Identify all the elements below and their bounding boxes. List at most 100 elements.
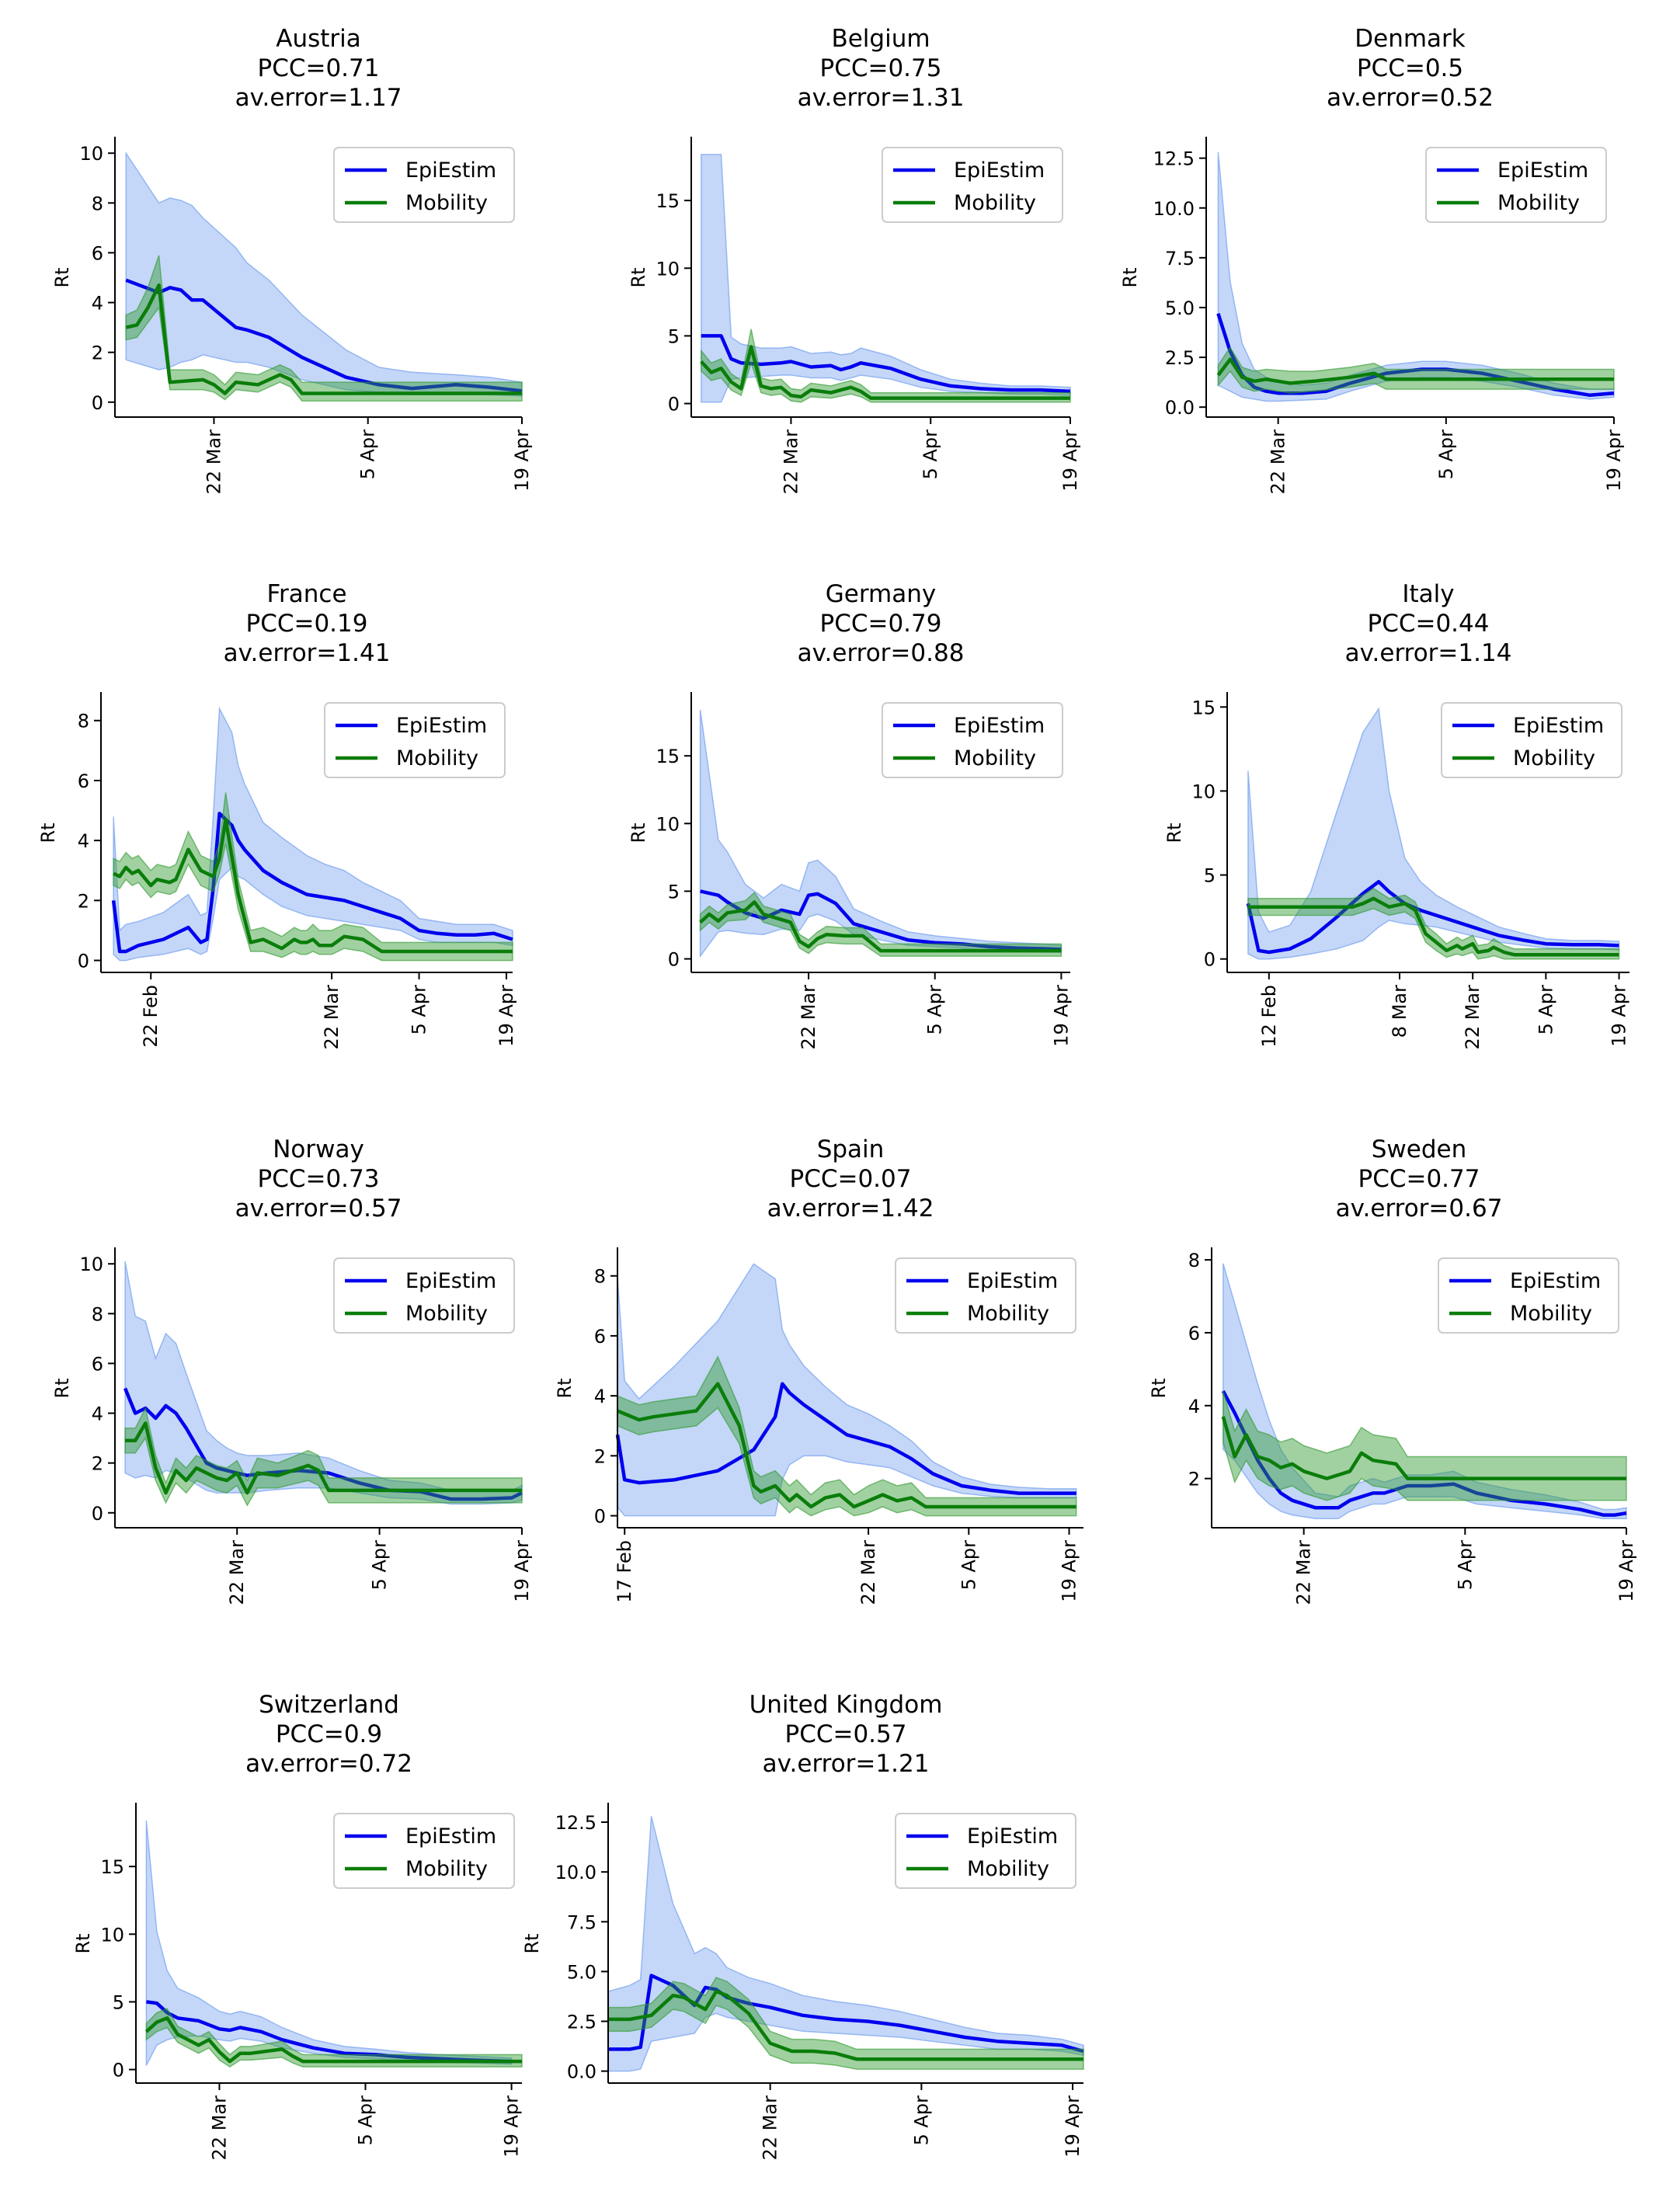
mobility-ci-band bbox=[617, 1355, 1077, 1517]
title-country: Sweden bbox=[1372, 1136, 1467, 1163]
epiestim-line bbox=[701, 334, 1071, 394]
legend-epiestim-label: EpiEstim bbox=[967, 1824, 1058, 1849]
y-axis-label: Rt bbox=[554, 1378, 576, 1398]
x-tick-label: 19 Apr bbox=[1050, 985, 1072, 1047]
y-tick-label: 15 bbox=[656, 746, 680, 767]
y-tick-label: 8 bbox=[78, 711, 89, 732]
x-tick-label: 19 Apr bbox=[511, 430, 533, 492]
x-tick-label: 22 Mar bbox=[1462, 985, 1483, 1050]
x-tick-label: 19 Apr bbox=[1059, 1540, 1080, 1602]
legend-mobility-label: Mobility bbox=[954, 191, 1036, 215]
y-tick-label: 6 bbox=[594, 1326, 606, 1348]
y-tick-label: 0 bbox=[1204, 949, 1216, 971]
legend-epiestim-label: EpiEstim bbox=[405, 1824, 496, 1849]
legend-mobility-label: Mobility bbox=[967, 1302, 1049, 1326]
x-tick-label: 5 Apr bbox=[910, 2095, 932, 2146]
title-country: Italy bbox=[1402, 580, 1454, 608]
x-tick-label: 19 Apr bbox=[501, 2095, 523, 2158]
title-error: av.error=0.88 bbox=[798, 639, 965, 667]
y-tick-label: 15 bbox=[656, 190, 680, 212]
y-tick-label: 15 bbox=[100, 1856, 124, 1878]
mobility-line bbox=[144, 2016, 522, 2064]
y-tick-label: 0 bbox=[594, 1506, 606, 1528]
title-pcc: PCC=0.9 bbox=[276, 1720, 382, 1748]
legend-epiestim-label: EpiEstim bbox=[405, 1269, 496, 1293]
legend-mobility-label: Mobility bbox=[954, 746, 1036, 770]
x-tick-label: 5 Apr bbox=[355, 2095, 377, 2146]
title-country: Denmark bbox=[1355, 25, 1466, 53]
title-pcc: PCC=0.5 bbox=[1357, 54, 1463, 82]
x-tick-label: 22 Mar bbox=[226, 1540, 248, 1605]
legend-mobility-label: Mobility bbox=[1497, 191, 1580, 215]
y-tick-label: 10.0 bbox=[1153, 198, 1195, 220]
mobility-line bbox=[125, 283, 522, 395]
y-tick-label: 5 bbox=[1204, 865, 1216, 887]
y-tick-label: 2 bbox=[594, 1445, 606, 1467]
y-tick-label: 4 bbox=[78, 830, 89, 852]
y-tick-label: 6 bbox=[92, 1353, 103, 1375]
mobility-line bbox=[113, 817, 513, 954]
mobility-ci-band bbox=[113, 792, 513, 962]
x-tick-label: 22 Mar bbox=[1293, 1540, 1315, 1605]
x-tick-label: 19 Apr bbox=[496, 985, 517, 1047]
epiestim-line bbox=[111, 812, 513, 954]
y-tick-label: 6 bbox=[78, 770, 89, 792]
y-tick-label: 0 bbox=[668, 949, 680, 971]
y-tick-label: 2 bbox=[92, 343, 103, 364]
x-tick-label: 5 Apr bbox=[357, 430, 379, 480]
y-axis-label: Rt bbox=[1119, 267, 1141, 287]
mobility-line bbox=[125, 1421, 522, 1495]
x-tick-label: 19 Apr bbox=[1616, 1540, 1637, 1602]
y-tick-label: 0.0 bbox=[567, 2061, 596, 2083]
y-tick-label: 10 bbox=[79, 143, 103, 165]
y-tick-label: 10 bbox=[79, 1254, 103, 1275]
legend-epiestim-label: EpiEstim bbox=[967, 1269, 1058, 1293]
x-tick-label: 12 Feb bbox=[1258, 985, 1280, 1048]
title-country: France bbox=[266, 580, 346, 608]
y-tick-label: 12.5 bbox=[555, 1812, 596, 1834]
y-tick-label: 0 bbox=[668, 394, 680, 416]
x-tick-label: 17 Feb bbox=[614, 1540, 635, 1603]
legend-epiestim-label: EpiEstim bbox=[954, 158, 1045, 183]
x-tick-label: 5 Apr bbox=[1535, 985, 1556, 1035]
y-tick-label: 0 bbox=[92, 1503, 103, 1525]
legend-mobility-label: Mobility bbox=[405, 191, 488, 215]
y-tick-label: 4 bbox=[92, 293, 103, 315]
x-tick-label: 22 Mar bbox=[798, 985, 819, 1050]
x-tick-label: 22 Mar bbox=[857, 1540, 879, 1605]
y-tick-label: 8 bbox=[1188, 1250, 1200, 1271]
y-axis-label: Rt bbox=[628, 267, 649, 287]
y-tick-label: 5.0 bbox=[567, 1961, 596, 1983]
title-pcc: PCC=0.71 bbox=[258, 54, 380, 82]
y-axis-label: Rt bbox=[51, 267, 73, 287]
mobility-ci-band bbox=[1217, 346, 1615, 394]
x-tick-label: 5 Apr bbox=[1435, 430, 1457, 480]
y-tick-label: 10 bbox=[100, 1924, 124, 1946]
title-country: United Kingdom bbox=[750, 1691, 943, 1719]
title-country: Spain bbox=[817, 1136, 885, 1163]
x-tick-label: 5 Apr bbox=[920, 430, 941, 480]
y-tick-label: 2.5 bbox=[567, 2012, 596, 2033]
legend-epiestim-label: EpiEstim bbox=[954, 714, 1045, 738]
x-tick-label: 22 Mar bbox=[760, 2095, 781, 2161]
mobility-line bbox=[608, 1989, 1083, 2061]
y-axis-label: Rt bbox=[521, 1933, 543, 1953]
y-tick-label: 4 bbox=[1188, 1396, 1200, 1417]
mobility-line bbox=[1216, 357, 1614, 385]
y-tick-label: 5.0 bbox=[1165, 297, 1195, 319]
y-tick-label: 5 bbox=[668, 881, 680, 903]
legend-mobility-label: Mobility bbox=[405, 1302, 488, 1326]
epiestim-line bbox=[608, 1974, 1084, 2054]
title-pcc: PCC=0.73 bbox=[258, 1165, 380, 1193]
epiestim-line bbox=[1221, 1389, 1627, 1517]
y-tick-label: 10 bbox=[1191, 781, 1216, 802]
